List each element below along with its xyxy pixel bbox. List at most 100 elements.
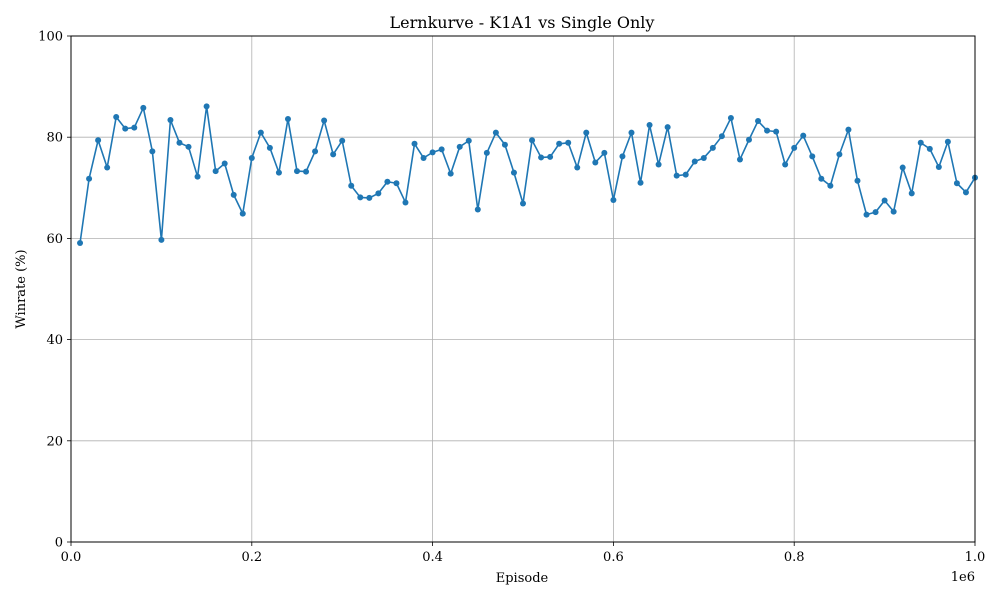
data-point bbox=[917, 139, 924, 146]
data-point bbox=[520, 200, 526, 207]
y-tick-label: 0 bbox=[55, 536, 63, 551]
data-point bbox=[926, 145, 933, 152]
data-point bbox=[908, 190, 915, 197]
data-point bbox=[230, 191, 237, 198]
data-point bbox=[547, 153, 554, 160]
data-point bbox=[149, 148, 156, 155]
data-point bbox=[294, 168, 300, 175]
data-point bbox=[565, 139, 572, 146]
data-point bbox=[809, 153, 816, 160]
data-point bbox=[212, 168, 219, 175]
axis-ticks: 0.0 0.2 0.4 0.6 0.8 1.0 0 20 40 60 80 100 bbox=[38, 30, 985, 566]
data-point bbox=[800, 132, 807, 139]
data-point bbox=[104, 164, 111, 171]
data-point bbox=[700, 154, 707, 161]
data-point bbox=[890, 208, 897, 215]
data-point bbox=[592, 159, 599, 166]
data-point bbox=[257, 129, 264, 136]
data-point bbox=[736, 156, 743, 163]
data-point bbox=[827, 182, 834, 189]
x-axis-label: Episode bbox=[496, 571, 549, 586]
data-point bbox=[944, 138, 951, 145]
data-point bbox=[863, 211, 870, 218]
data-point bbox=[854, 177, 861, 184]
data-point bbox=[773, 128, 780, 135]
data-point bbox=[881, 197, 888, 204]
x-tick-label: 0.4 bbox=[422, 550, 443, 565]
data-point bbox=[764, 127, 771, 134]
data-point bbox=[619, 153, 626, 160]
data-point bbox=[872, 209, 879, 216]
data-point bbox=[746, 136, 752, 143]
series-layer bbox=[77, 103, 978, 246]
data-point bbox=[637, 179, 644, 186]
x-tick-label: 0.8 bbox=[784, 550, 805, 565]
data-point bbox=[447, 170, 454, 177]
data-point bbox=[628, 129, 635, 136]
data-point bbox=[275, 169, 282, 176]
data-point bbox=[131, 124, 138, 131]
x-tick-label: 0.0 bbox=[61, 550, 82, 565]
data-point bbox=[474, 206, 481, 213]
data-point bbox=[601, 149, 608, 156]
data-point bbox=[691, 158, 698, 165]
data-point bbox=[673, 172, 680, 179]
data-point bbox=[682, 171, 689, 178]
data-point bbox=[845, 126, 852, 133]
data-point bbox=[339, 137, 346, 144]
data-point bbox=[113, 113, 120, 120]
data-point bbox=[574, 164, 581, 171]
data-point bbox=[483, 149, 490, 156]
data-point bbox=[312, 148, 319, 155]
y-tick-label: 100 bbox=[38, 30, 63, 45]
data-point bbox=[465, 137, 472, 144]
data-point bbox=[284, 115, 291, 122]
data-point bbox=[456, 143, 463, 150]
y-axis-label: Winrate (%) bbox=[14, 249, 29, 328]
data-point bbox=[664, 124, 671, 131]
data-point bbox=[510, 169, 517, 176]
y-tick-label: 80 bbox=[46, 131, 63, 146]
data-point bbox=[239, 210, 246, 217]
data-point bbox=[248, 154, 255, 161]
data-point bbox=[420, 154, 427, 161]
data-point bbox=[836, 151, 843, 158]
data-point bbox=[538, 154, 545, 161]
y-tick-label: 20 bbox=[46, 434, 63, 449]
data-point bbox=[221, 160, 228, 167]
data-point bbox=[727, 114, 734, 121]
data-point bbox=[194, 173, 201, 180]
data-point bbox=[393, 180, 400, 187]
data-point bbox=[899, 164, 906, 171]
data-point bbox=[935, 164, 942, 171]
data-point bbox=[718, 133, 725, 140]
data-point bbox=[583, 129, 590, 136]
data-point bbox=[655, 161, 662, 168]
data-point bbox=[492, 129, 499, 136]
data-point bbox=[86, 175, 93, 182]
data-point bbox=[791, 144, 798, 151]
data-point bbox=[348, 182, 355, 189]
data-point bbox=[140, 104, 147, 111]
x-axis-offset-label: 1e6 bbox=[951, 570, 975, 585]
series-line bbox=[79, 105, 976, 244]
x-tick-label: 0.2 bbox=[241, 550, 262, 565]
y-tick-label: 40 bbox=[46, 333, 63, 348]
data-point bbox=[321, 117, 328, 124]
x-tick-label: 1.0 bbox=[965, 550, 986, 565]
data-point bbox=[176, 139, 183, 146]
data-point bbox=[375, 190, 382, 197]
data-point bbox=[818, 175, 825, 182]
data-point bbox=[203, 103, 210, 110]
data-point bbox=[782, 161, 789, 168]
data-point bbox=[95, 137, 102, 144]
data-point bbox=[411, 140, 418, 147]
data-point bbox=[953, 180, 960, 187]
data-point bbox=[501, 141, 508, 148]
data-point bbox=[330, 151, 337, 158]
data-point bbox=[303, 168, 310, 175]
data-point bbox=[709, 144, 716, 151]
data-point bbox=[529, 137, 536, 144]
